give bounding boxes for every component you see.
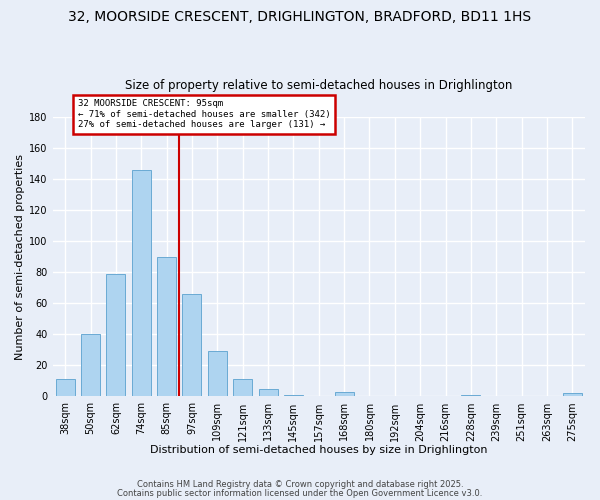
Bar (259, 388, 278, 396)
Bar (335, 392, 353, 396)
Bar (563, 394, 582, 396)
Bar (233, 380, 252, 396)
Bar (81, 334, 100, 396)
Bar (132, 170, 151, 396)
Bar (461, 395, 481, 396)
Y-axis label: Number of semi-detached properties: Number of semi-detached properties (15, 154, 25, 360)
Title: Size of property relative to semi-detached houses in Drighlington: Size of property relative to semi-detach… (125, 79, 512, 92)
Text: Contains HM Land Registry data © Crown copyright and database right 2025.: Contains HM Land Registry data © Crown c… (137, 480, 463, 489)
Text: Contains public sector information licensed under the Open Government Licence v3: Contains public sector information licen… (118, 488, 482, 498)
Text: 32 MOORSIDE CRESCENT: 95sqm
← 71% of semi-detached houses are smaller (342)
27% : 32 MOORSIDE CRESCENT: 95sqm ← 71% of sem… (78, 100, 331, 129)
Bar (56, 380, 75, 396)
Bar (106, 274, 125, 396)
Bar (157, 256, 176, 396)
X-axis label: Distribution of semi-detached houses by size in Drighlington: Distribution of semi-detached houses by … (150, 445, 488, 455)
Bar (182, 294, 202, 396)
Text: 32, MOORSIDE CRESCENT, DRIGHLINGTON, BRADFORD, BD11 1HS: 32, MOORSIDE CRESCENT, DRIGHLINGTON, BRA… (68, 10, 532, 24)
Bar (284, 395, 303, 396)
Bar (208, 352, 227, 397)
